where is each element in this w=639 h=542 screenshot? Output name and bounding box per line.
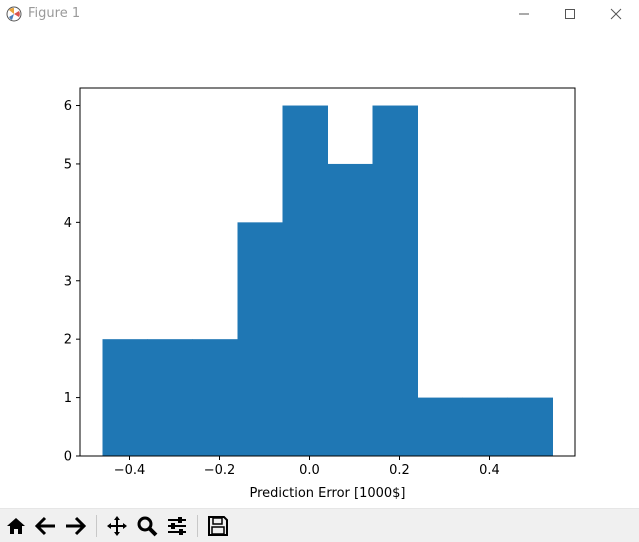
histogram-bar <box>462 397 508 456</box>
figure-canvas[interactable]: −0.4 −0.2 0.0 0.2 0.4 0 1 2 3 4 5 6 Prediction Err… <box>0 28 639 508</box>
home-button[interactable] <box>3 513 29 539</box>
x-tick-label: 0.2 <box>389 463 410 478</box>
axes-frame <box>79 87 576 457</box>
matplotlib-app-icon <box>6 6 22 22</box>
histogram-chart: −0.4 −0.2 0.0 0.2 0.4 0 1 2 3 4 5 6 Prediction Err… <box>64 87 576 501</box>
histogram-bar <box>282 105 328 457</box>
y-tick-label: 2 <box>64 333 72 348</box>
y-tick-label: 1 <box>64 391 72 406</box>
x-tick-label: 0.0 <box>299 463 320 478</box>
maximize-button[interactable] <box>547 0 593 28</box>
y-tick-label: 4 <box>64 216 72 231</box>
histogram-bar <box>147 339 193 456</box>
y-tick-label: 6 <box>64 99 72 114</box>
forward-button[interactable] <box>62 513 88 539</box>
toolbar-separator <box>96 515 97 537</box>
x-axis-ticks: −0.4 −0.2 0.0 0.2 0.4 <box>114 456 500 478</box>
navigation-toolbar <box>0 508 639 542</box>
y-axis-ticks: 0 1 2 3 4 5 6 <box>64 99 80 465</box>
close-button[interactable] <box>593 0 639 28</box>
configure-subplots-icon <box>168 517 186 535</box>
histogram-bar <box>237 222 283 456</box>
toolbar-separator <box>197 515 198 537</box>
save-button[interactable] <box>205 513 231 539</box>
close-icon <box>610 8 622 20</box>
minimize-button[interactable] <box>501 0 547 28</box>
histogram-bar <box>192 339 238 456</box>
window-titlebar: Figure 1 <box>0 0 639 28</box>
zoom-button[interactable] <box>134 513 160 539</box>
maximize-icon <box>565 9 575 19</box>
histogram-bar <box>372 105 418 457</box>
pan-button[interactable] <box>104 513 130 539</box>
x-tick-label: −0.2 <box>204 463 236 478</box>
y-tick-label: 5 <box>64 157 72 172</box>
forward-icon <box>66 516 86 536</box>
back-icon <box>35 516 55 536</box>
x-tick-label: −0.4 <box>114 463 146 478</box>
y-tick-label: 0 <box>64 450 72 465</box>
back-button[interactable] <box>33 513 59 539</box>
histogram-bar <box>417 397 463 456</box>
configure-subplots-button[interactable] <box>164 513 190 539</box>
zoom-icon <box>137 516 158 537</box>
save-icon <box>208 516 228 536</box>
histogram-bar <box>102 339 148 456</box>
minimize-icon <box>519 13 529 15</box>
pan-icon <box>107 516 127 536</box>
y-tick-label: 3 <box>64 274 72 289</box>
histogram-bar <box>327 163 373 456</box>
histogram-bars <box>102 105 553 457</box>
x-axis-label: Prediction Error [1000$] <box>249 486 405 501</box>
histogram-bar <box>507 397 553 456</box>
x-tick-label: 0.4 <box>479 463 500 478</box>
window-title: Figure 1 <box>28 6 81 21</box>
home-icon <box>7 518 25 534</box>
